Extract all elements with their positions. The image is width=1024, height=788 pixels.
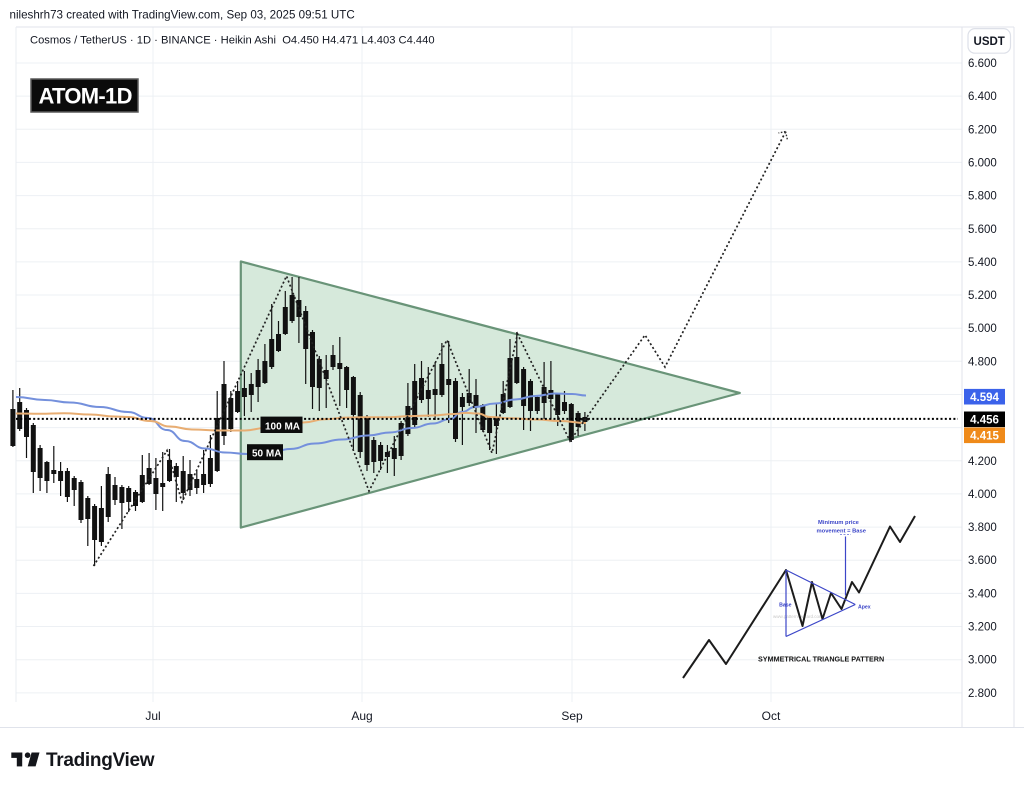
- svg-text:Minimum price: Minimum price: [818, 520, 860, 526]
- svg-text:3.200: 3.200: [968, 622, 997, 634]
- svg-text:5.200: 5.200: [968, 290, 997, 302]
- svg-text:Apex: Apex: [858, 605, 871, 611]
- svg-text:4.594: 4.594: [970, 392, 999, 404]
- svg-text:Aug: Aug: [351, 709, 372, 723]
- svg-text:4.000: 4.000: [968, 489, 997, 501]
- svg-text:TradingView: TradingView: [46, 750, 155, 771]
- svg-text:www.patternswizard.com: www.patternswizard.com: [773, 614, 823, 619]
- svg-text:Oct: Oct: [762, 709, 781, 723]
- svg-text:nileshrh73 created with Tradin: nileshrh73 created with TradingView.com,…: [10, 9, 355, 22]
- svg-text:3.000: 3.000: [968, 655, 997, 667]
- svg-text:SYMMETRICAL TRIANGLE PATTERN: SYMMETRICAL TRIANGLE PATTERN: [758, 655, 884, 664]
- svg-text:50 MA: 50 MA: [252, 449, 281, 460]
- svg-text:5.000: 5.000: [968, 323, 997, 335]
- svg-text:100 MA: 100 MA: [265, 421, 300, 432]
- svg-text:Jul: Jul: [145, 709, 160, 723]
- svg-text:3.400: 3.400: [968, 588, 997, 600]
- svg-text:Cosmos / TetherUS · 1D · BINAN: Cosmos / TetherUS · 1D · BINANCE · Heiki…: [30, 35, 435, 47]
- svg-text:ATOM-1D: ATOM-1D: [39, 84, 132, 109]
- svg-text:2.800: 2.800: [968, 688, 997, 700]
- svg-text:movement = Base: movement = Base: [817, 529, 867, 535]
- svg-text:6.400: 6.400: [968, 91, 997, 103]
- svg-text:Base: Base: [779, 603, 792, 609]
- svg-text:4.456: 4.456: [970, 415, 999, 427]
- svg-text:5.400: 5.400: [968, 257, 997, 269]
- svg-text:USDT: USDT: [974, 36, 1005, 48]
- svg-text:4.200: 4.200: [968, 456, 997, 468]
- svg-text:5.600: 5.600: [968, 224, 997, 236]
- svg-text:6.200: 6.200: [968, 124, 997, 136]
- svg-text:3.600: 3.600: [968, 555, 997, 567]
- svg-text:6.600: 6.600: [968, 58, 997, 70]
- svg-text:6.000: 6.000: [968, 157, 997, 169]
- svg-text:4.800: 4.800: [968, 356, 997, 368]
- svg-text:3.800: 3.800: [968, 522, 997, 534]
- svg-text:5.800: 5.800: [968, 191, 997, 203]
- svg-text:Sep: Sep: [561, 709, 583, 723]
- svg-text:4.415: 4.415: [970, 431, 999, 443]
